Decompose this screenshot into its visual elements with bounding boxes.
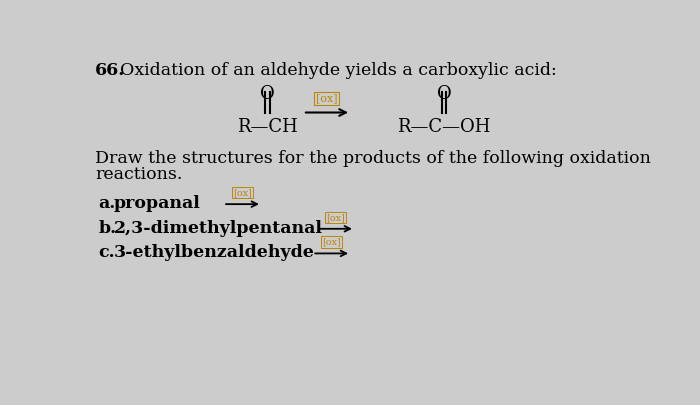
Text: [ox]: [ox]	[233, 188, 252, 197]
Text: R—CH: R—CH	[237, 118, 298, 136]
Text: [ox]: [ox]	[326, 213, 345, 222]
Text: R—C—OH: R—C—OH	[398, 118, 491, 136]
Text: 2,3-dimethylpentanal: 2,3-dimethylpentanal	[114, 220, 323, 237]
Text: a.: a.	[98, 195, 116, 212]
Text: propanal: propanal	[114, 195, 201, 212]
Text: O: O	[437, 85, 452, 103]
Text: reactions.: reactions.	[95, 166, 183, 183]
Text: 3-ethylbenzaldehyde: 3-ethylbenzaldehyde	[114, 244, 315, 261]
Text: Oxidation of an aldehyde yields a carboxylic acid:: Oxidation of an aldehyde yields a carbox…	[120, 62, 556, 79]
Text: [ox]: [ox]	[322, 237, 341, 247]
Text: O: O	[260, 85, 274, 103]
Text: Draw the structures for the products of the following oxidation: Draw the structures for the products of …	[95, 150, 651, 167]
Text: [ox]: [ox]	[316, 93, 338, 103]
Text: b.: b.	[98, 220, 116, 237]
Text: c.: c.	[98, 244, 115, 261]
Text: 66.: 66.	[95, 62, 125, 79]
